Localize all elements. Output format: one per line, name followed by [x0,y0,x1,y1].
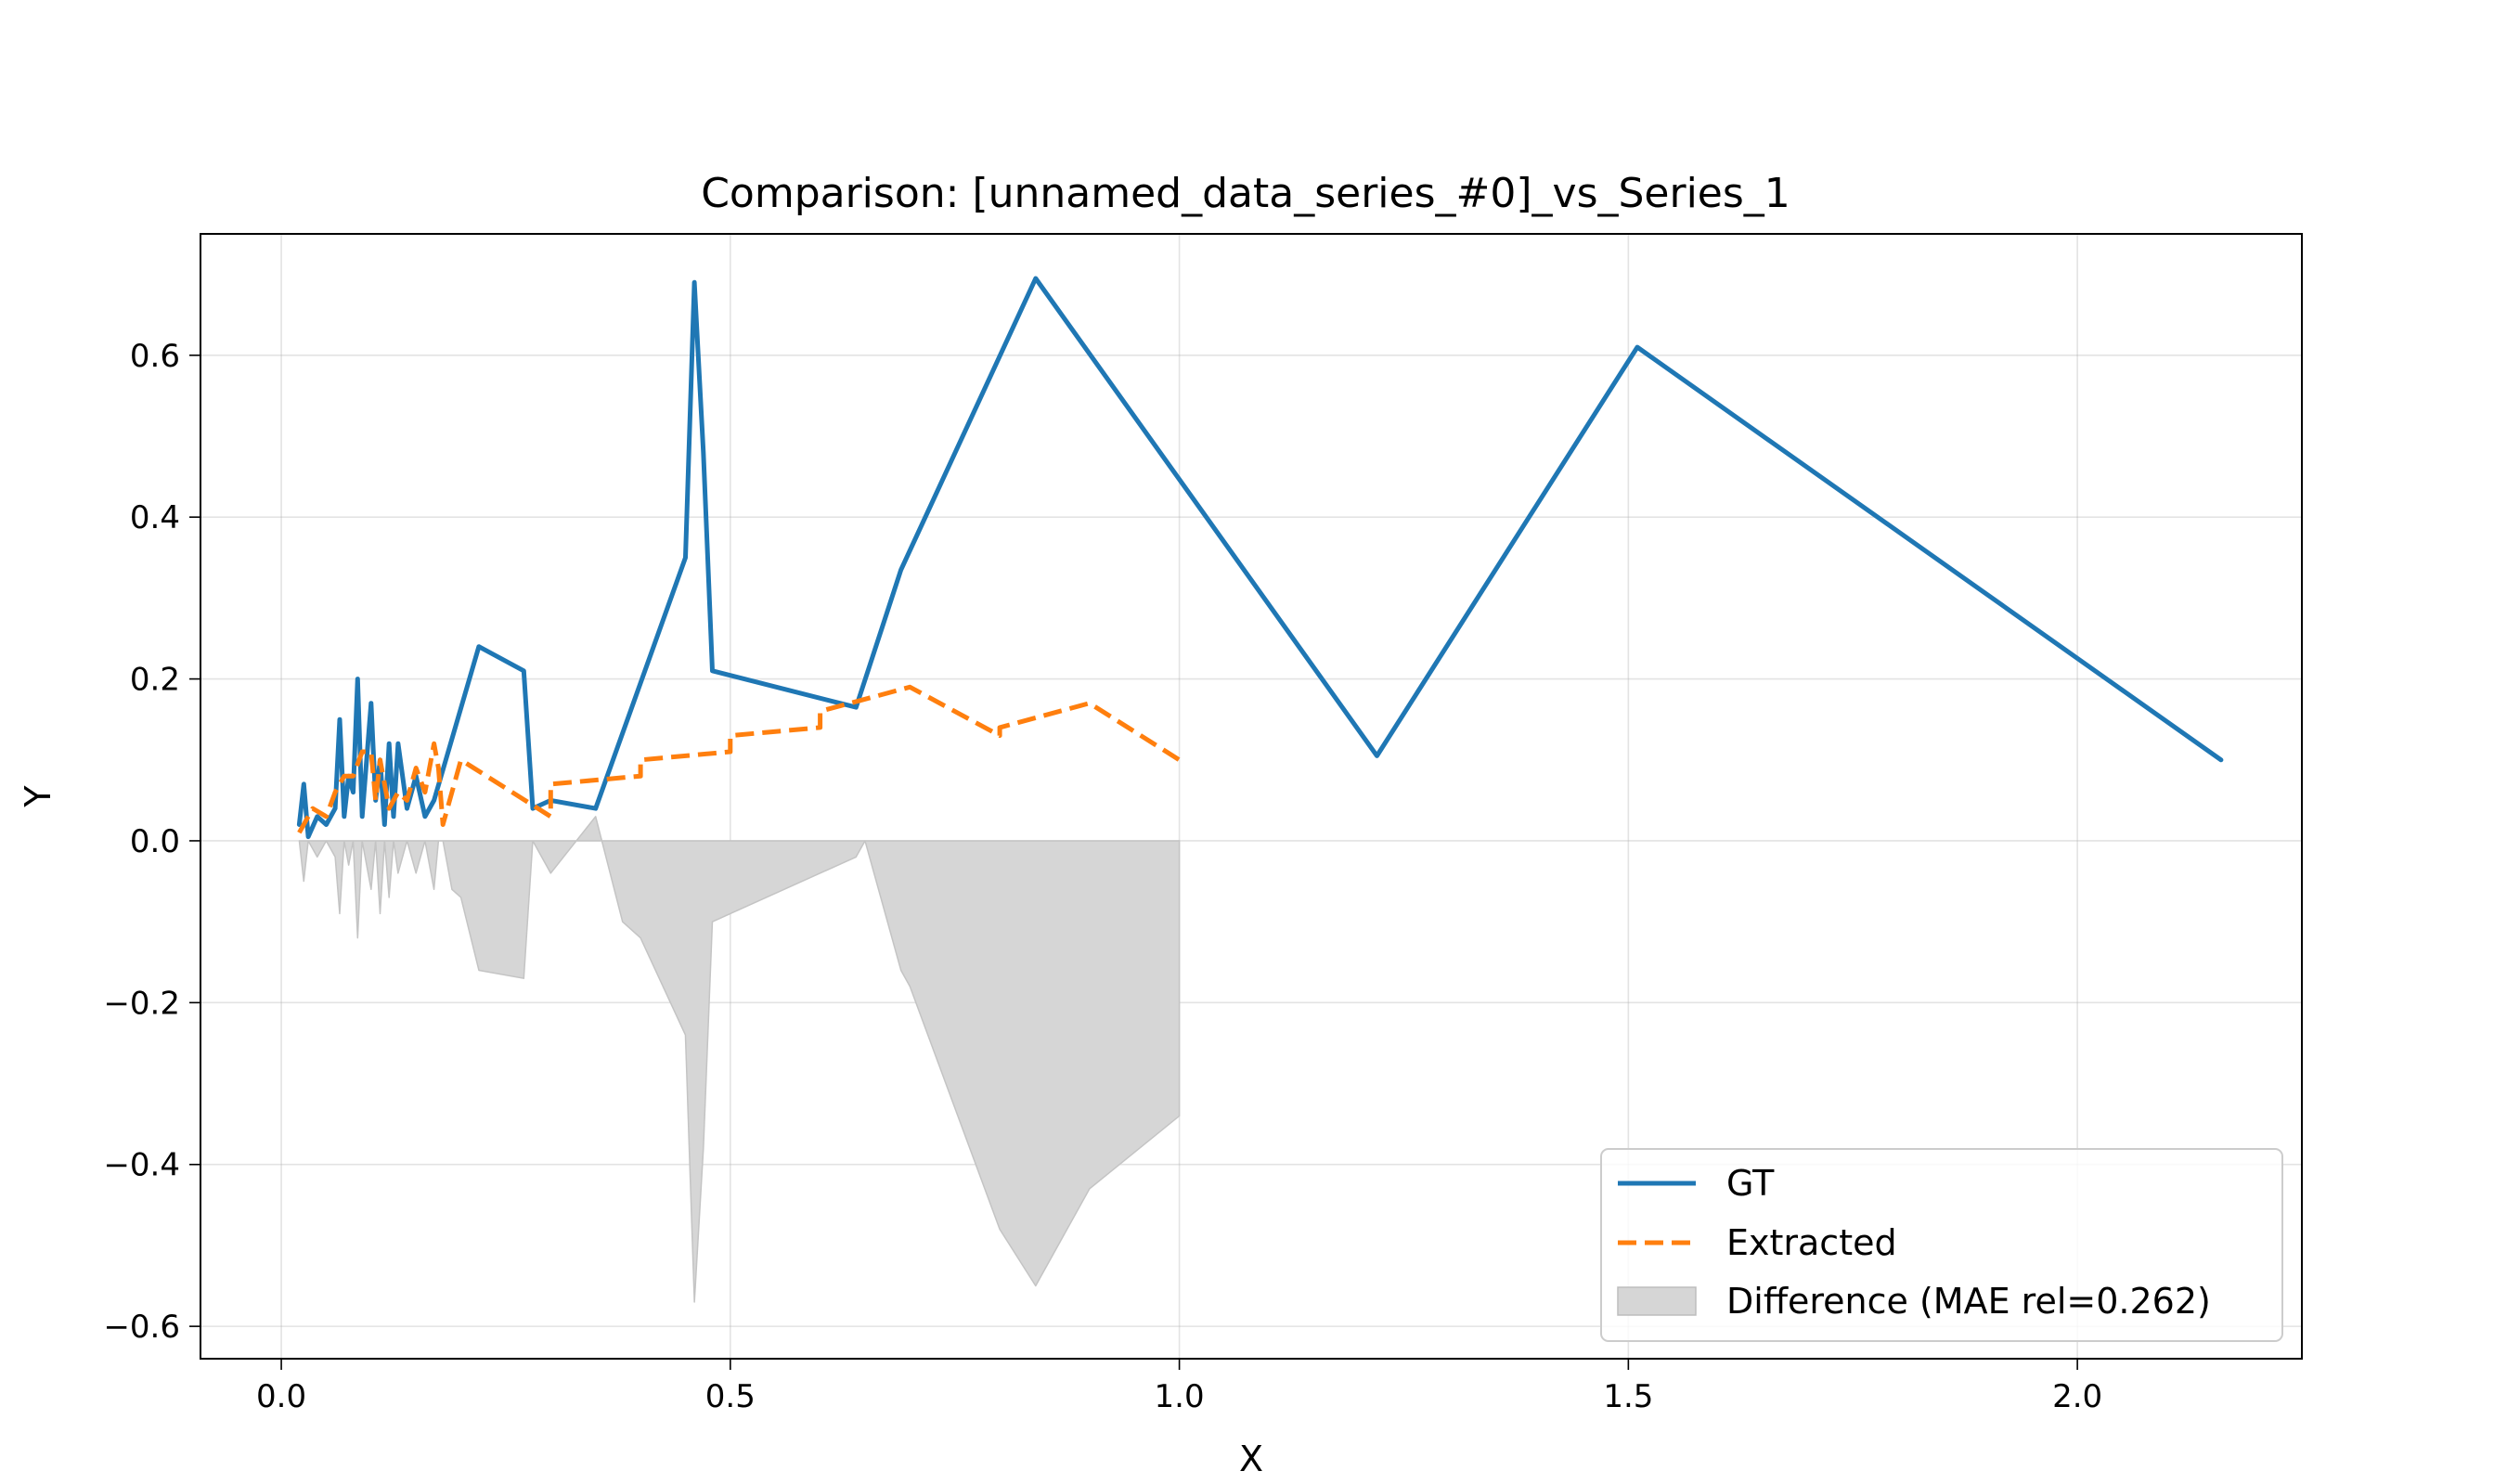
legend: GT Extracted Difference (MAE rel=0.262) [1600,1148,2283,1342]
y-axis-label: Y [18,785,58,808]
x-tick-label: 0.5 [705,1378,756,1415]
y-tick-label: 0.0 [130,823,180,860]
difference-area-fill [298,816,1181,1303]
legend-difference-swatch [1617,1286,1697,1316]
series-lines [296,276,2224,840]
y-tick-label: −0.2 [103,985,180,1022]
x-axis-label: X [1239,1439,1263,1479]
plot-frame [200,233,2303,1360]
y-tick-label: −0.4 [103,1147,180,1184]
legend-box [1600,1148,2283,1342]
y-tick-label: 0.4 [130,499,180,536]
legend-extracted-label: Extracted [1726,1222,1897,1263]
x-tick-label: 1.0 [1155,1378,1205,1415]
difference-area [298,816,1181,1303]
y-tick-label: 0.2 [130,662,180,699]
x-tick-label: 1.5 [1603,1378,1653,1415]
series-line-extracted [297,684,1181,834]
chart-title: Comparison: [unnamed_data_series_#0]_vs_… [701,170,1790,217]
legend-gt-label: GT [1726,1163,1775,1204]
x-tick-label: 2.0 [2052,1378,2102,1415]
legend-difference-label: Difference (MAE rel=0.262) [1726,1281,2211,1322]
y-tick-label: −0.6 [103,1309,180,1346]
x-tick-label: 0.0 [256,1378,306,1415]
axis-ticks: 0.0 0.5 1.0 1.5 2.0 −0.6 −0.4 −0.2 0.0 0.2 0.4 0.6 [103,338,2102,1415]
y-tick-label: 0.6 [130,338,180,375]
series-line-gt [296,276,2224,840]
